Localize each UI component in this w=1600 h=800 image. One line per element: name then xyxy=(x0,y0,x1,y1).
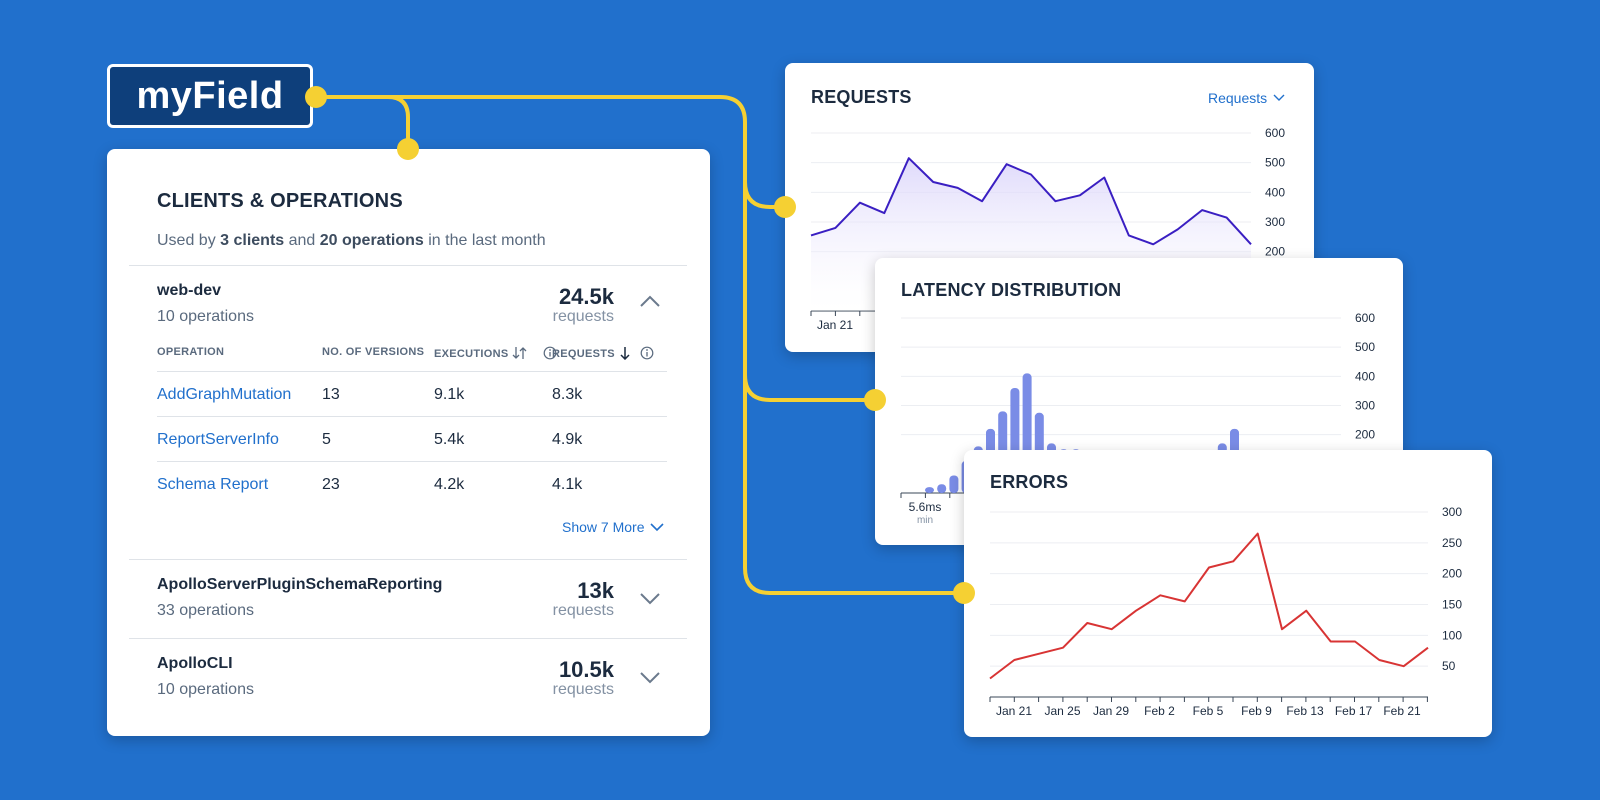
divider xyxy=(129,638,687,639)
client-ops: 33 operations xyxy=(157,602,254,619)
y-tick-label: 600 xyxy=(1355,311,1375,325)
x-tick-label: Feb 13 xyxy=(1286,704,1324,718)
series-line xyxy=(989,532,1429,680)
chevron-up-icon[interactable] xyxy=(639,294,661,308)
show-more-label: Show 7 More xyxy=(562,519,645,535)
clients-operations-card: CLIENTS & OPERATIONS Used by 3 clients a… xyxy=(107,149,710,736)
col-header-versions[interactable]: NO. OF VERSIONS xyxy=(322,346,425,358)
histogram-bar xyxy=(925,487,934,493)
clients-card-title: CLIENTS & OPERATIONS xyxy=(157,190,403,212)
table-row[interactable]: Schema Report 23 4.2k 4.1k xyxy=(157,461,667,507)
x-tick-label: Feb 17 xyxy=(1335,704,1373,718)
versions-cell: 5 xyxy=(322,431,331,448)
client-name: ApolloCLI xyxy=(157,655,233,672)
operation-link[interactable]: ReportServerInfo xyxy=(157,431,279,448)
client-request-unit: requests xyxy=(552,308,614,325)
chevron-down-icon[interactable] xyxy=(639,592,661,606)
x-tick-label: 5.6ms xyxy=(909,500,942,514)
info-icon[interactable] xyxy=(543,346,557,360)
field-tag-label: myField xyxy=(136,74,284,117)
errors-chart-card: ERRORS 300 250 200 150 100 50 Jan 21 Jan 25 Jan … xyxy=(964,450,1492,737)
show-more-button[interactable]: Show 7 More xyxy=(562,519,665,535)
y-tick-label: 600 xyxy=(1265,126,1285,140)
x-tick-label: Feb 21 xyxy=(1383,704,1421,718)
versions-cell: 23 xyxy=(322,476,340,493)
divider xyxy=(129,265,687,266)
client-request-count: 13k xyxy=(577,578,614,603)
y-tick-label: 250 xyxy=(1442,536,1462,550)
subtitle-operations: 20 operations xyxy=(319,232,424,249)
subtitle-clients: 3 clients xyxy=(220,232,285,249)
client-name: web-dev xyxy=(157,282,222,299)
x-tick-label: Jan 21 xyxy=(817,318,853,332)
col-header-requests-label: REQUESTS xyxy=(552,348,615,360)
y-tick-label: 400 xyxy=(1265,185,1285,199)
x-tick-label: Feb 2 xyxy=(1144,704,1175,718)
x-tick-label: Jan 25 xyxy=(1044,704,1080,718)
executions-cell: 9.1k xyxy=(434,386,465,403)
requests-metric-dropdown[interactable]: Requests xyxy=(1208,90,1285,106)
client-request-unit: requests xyxy=(552,681,614,698)
executions-cell: 5.4k xyxy=(434,431,465,448)
client-name: ApolloServerPluginSchemaReporting xyxy=(157,576,443,593)
y-tick-label: 300 xyxy=(1355,399,1375,413)
divider xyxy=(129,559,687,560)
col-header-executions[interactable]: EXECUTIONS xyxy=(434,346,557,360)
info-icon[interactable] xyxy=(640,346,654,360)
field-tag[interactable]: myField xyxy=(107,64,313,128)
dropdown-label: Requests xyxy=(1208,90,1268,106)
sort-icon[interactable] xyxy=(512,346,540,360)
col-header-executions-label: EXECUTIONS xyxy=(434,348,509,360)
sort-desc-icon[interactable] xyxy=(618,346,632,361)
y-tick-label: 200 xyxy=(1355,428,1375,442)
y-tick-label: 150 xyxy=(1442,598,1462,612)
subtitle-middle: and xyxy=(284,232,320,249)
requests-cell: 8.3k xyxy=(552,386,583,403)
series-line xyxy=(810,157,1252,246)
table-row[interactable]: ReportServerInfo 5 5.4k 4.9k xyxy=(157,416,667,462)
x-tick-label: Jan 29 xyxy=(1093,704,1129,718)
errors-chart: 300 250 200 150 100 50 Jan 21 Jan 25 Jan 29 Feb 2… xyxy=(989,505,1462,718)
subtitle-prefix: Used by xyxy=(157,232,221,249)
client-ops: 10 operations xyxy=(157,308,254,325)
client-request-unit: requests xyxy=(552,602,614,619)
chevron-down-icon[interactable] xyxy=(639,671,661,685)
table-row[interactable]: AddGraphMutation 13 9.1k 8.3k xyxy=(157,371,667,417)
x-tick-label: Jan 21 xyxy=(996,704,1032,718)
subtitle-suffix: in the last month xyxy=(423,232,546,249)
client-ops: 10 operations xyxy=(157,681,254,698)
y-tick-label: 100 xyxy=(1442,628,1462,642)
executions-cell: 4.2k xyxy=(434,476,465,493)
col-header-requests[interactable]: REQUESTS xyxy=(552,346,654,361)
client-request-count: 10.5k xyxy=(558,657,614,682)
x-sublabel: min xyxy=(917,515,933,526)
histogram-bar xyxy=(937,484,947,493)
y-tick-label: 500 xyxy=(1355,340,1375,354)
chevron-down-icon xyxy=(650,523,665,532)
chevron-down-icon xyxy=(1273,94,1285,101)
clients-card-subtitle: Used by 3 clients and 20 operations in t… xyxy=(157,232,546,250)
y-tick-label: 200 xyxy=(1265,245,1285,259)
requests-cell: 4.1k xyxy=(552,476,583,493)
versions-cell: 13 xyxy=(322,386,340,403)
x-tick-label: Feb 9 xyxy=(1241,704,1272,718)
y-tick-label: 200 xyxy=(1442,567,1462,581)
operation-link[interactable]: AddGraphMutation xyxy=(157,386,292,403)
requests-cell: 4.9k xyxy=(552,431,583,448)
errors-card-title: ERRORS xyxy=(990,472,1069,492)
y-tick-label: 300 xyxy=(1265,215,1285,229)
latency-card-title: LATENCY DISTRIBUTION xyxy=(901,280,1122,300)
y-tick-label: 500 xyxy=(1265,156,1285,170)
y-tick-label: 50 xyxy=(1442,659,1456,673)
histogram-bar xyxy=(949,475,959,493)
x-tick-label: Feb 5 xyxy=(1193,704,1224,718)
requests-card-title: REQUESTS xyxy=(811,87,912,107)
y-tick-label: 300 xyxy=(1442,505,1462,519)
col-header-operation[interactable]: OPERATION xyxy=(157,346,225,358)
y-tick-label: 400 xyxy=(1355,369,1375,383)
operation-link[interactable]: Schema Report xyxy=(157,476,269,493)
client-request-count: 24.5k xyxy=(558,284,614,309)
